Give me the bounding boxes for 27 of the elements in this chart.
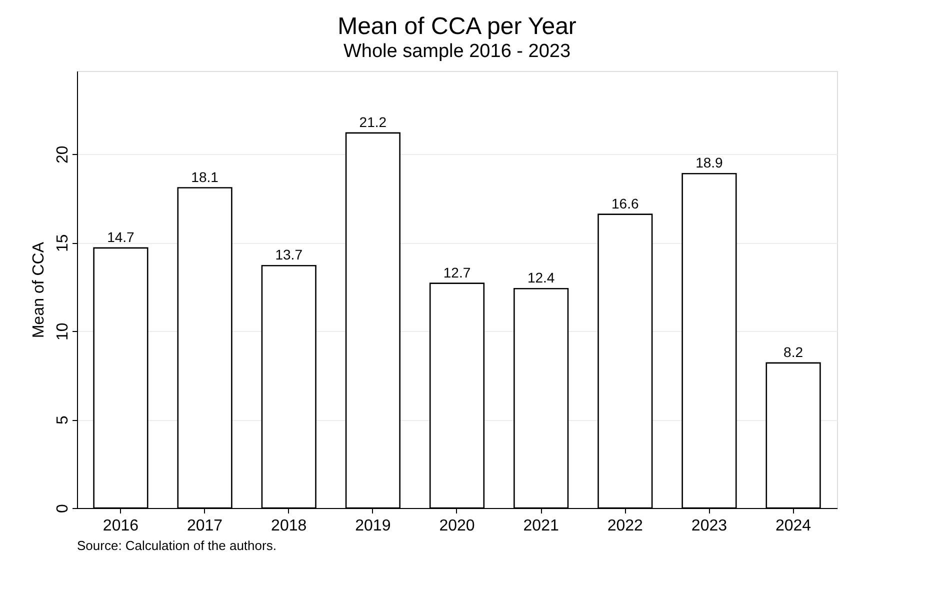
y-axis-title: Mean of CCA — [30, 242, 48, 338]
data-label: 21.2 — [359, 114, 387, 130]
x-tick-label: 2019 — [355, 518, 391, 534]
x-tick-label: 2016 — [102, 518, 139, 534]
data-label: 18.1 — [191, 168, 219, 185]
y-tick-label: 20 — [54, 146, 72, 164]
data-label: 12.4 — [527, 270, 555, 286]
chart-title: Mean of CCA per Year — [338, 13, 576, 40]
y-tick-label: 0 — [54, 504, 72, 513]
y-tick-label: 15 — [54, 234, 72, 252]
x-tick-label: 2021 — [523, 518, 559, 534]
y-tick-label: 5 — [54, 415, 72, 424]
x-tick-label: 2018 — [271, 518, 307, 534]
data-label: 13.7 — [275, 246, 303, 263]
x-tick-label: 2017 — [186, 518, 223, 534]
x-tick-label: 2023 — [691, 518, 728, 534]
source-note: Source: Calculation of the authors. — [77, 538, 276, 553]
data-label: 18.9 — [696, 154, 724, 171]
x-tick-label: 2024 — [775, 518, 812, 534]
x-tick-label: 2020 — [439, 518, 475, 534]
y-tick-label: 10 — [54, 322, 72, 340]
data-label: 16.6 — [612, 195, 639, 212]
data-label: 14.7 — [107, 228, 135, 245]
chart-subtitle: Whole sample 2016 - 2023 — [343, 41, 571, 62]
data-label: 12.7 — [443, 264, 471, 280]
x-tick-label: 2022 — [607, 518, 644, 534]
data-label: 8.2 — [784, 344, 804, 360]
